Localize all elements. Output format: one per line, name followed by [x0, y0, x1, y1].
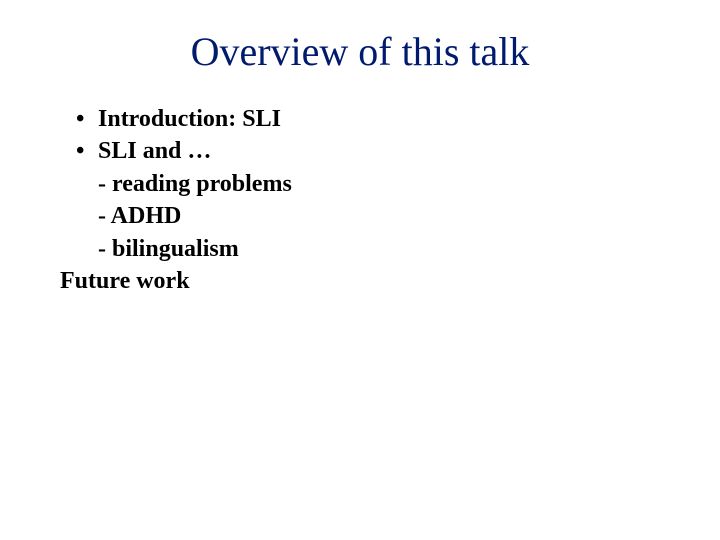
bullet-text: Introduction: SLI: [98, 103, 281, 135]
bullet-text: SLI and …: [98, 135, 211, 167]
slide-container: Overview of this talk • Introduction: SL…: [0, 0, 720, 540]
slide-body: • Introduction: SLI • SLI and … - readin…: [60, 103, 660, 297]
bullet-dot-icon: •: [76, 103, 98, 135]
bullet-item: • SLI and …: [76, 135, 660, 167]
plain-line: Future work: [60, 265, 660, 297]
bullet-dot-icon: •: [76, 135, 98, 167]
sub-bullet-item: - ADHD: [98, 200, 660, 232]
slide-title: Overview of this talk: [60, 28, 660, 75]
sub-bullet-item: - reading problems: [98, 168, 660, 200]
bullet-item: • Introduction: SLI: [76, 103, 660, 135]
sub-bullet-item: - bilingualism: [98, 233, 660, 265]
